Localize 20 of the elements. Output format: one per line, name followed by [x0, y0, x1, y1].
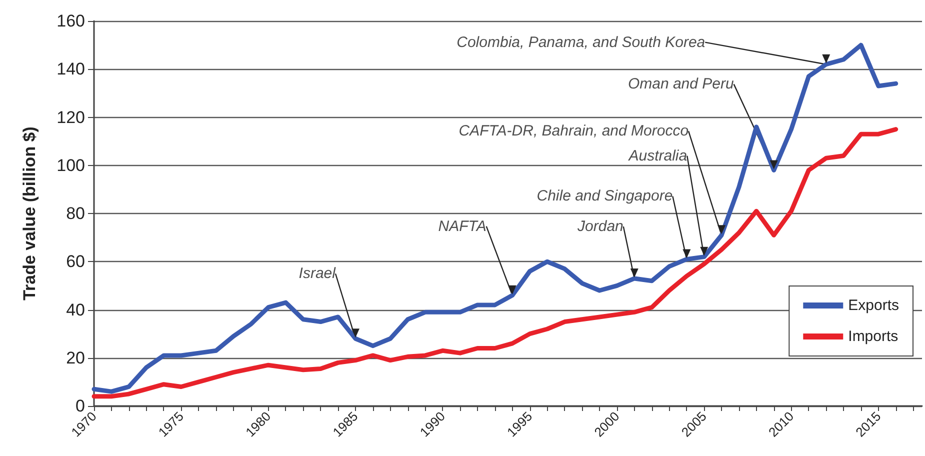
legend-label: Imports — [848, 328, 898, 345]
annotation: Jordan — [576, 218, 624, 235]
y-axis-title: Trade value (billion $) — [20, 126, 39, 300]
annotation: Australia — [628, 147, 688, 164]
legend-label: Exports — [848, 297, 900, 314]
y-tick-label: 20 — [66, 348, 85, 368]
annotation: Chile and Singapore — [536, 188, 673, 205]
y-tick-label: 160 — [56, 12, 85, 30]
annotation: NAFTA — [438, 218, 486, 235]
y-tick-label: 80 — [66, 204, 85, 223]
y-tick-label: 40 — [66, 300, 85, 320]
annotation: Colombia, Panama, and South Korea — [456, 34, 706, 51]
y-tick-label: 140 — [56, 60, 85, 79]
annotation: CAFTA-DR, Bahrain, and Morocco — [458, 122, 689, 140]
annotation: Oman and Peru — [628, 76, 734, 93]
y-tick-label: 120 — [56, 108, 85, 127]
y-tick-label: 100 — [56, 156, 85, 175]
y-tick-label: 0 — [76, 396, 85, 416]
y-tick-label: 60 — [66, 252, 85, 272]
annotation: Israel — [298, 265, 336, 282]
